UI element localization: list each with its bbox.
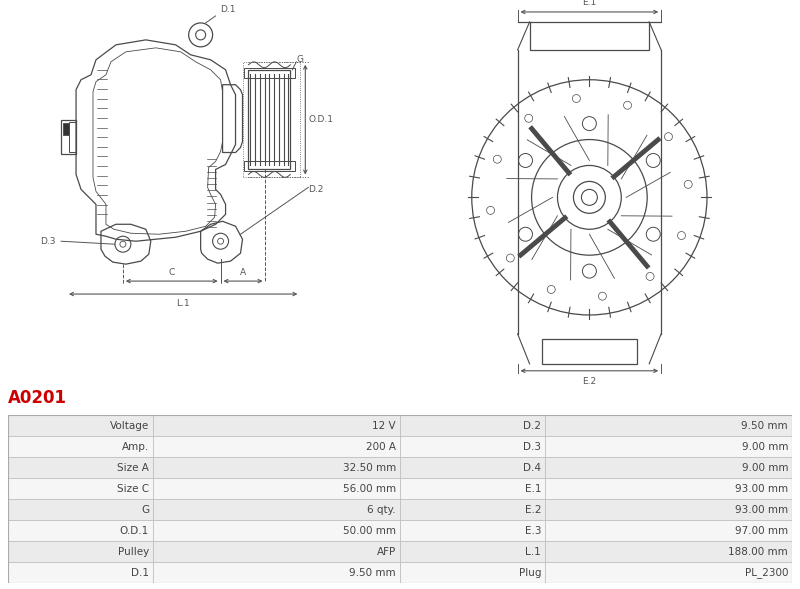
Bar xyxy=(400,478,545,499)
Bar xyxy=(243,68,295,78)
Text: Size A: Size A xyxy=(118,463,149,473)
Text: 93.00 mm: 93.00 mm xyxy=(735,505,788,515)
Text: E.1: E.1 xyxy=(525,484,541,494)
Bar xyxy=(545,436,792,457)
Bar xyxy=(400,541,545,562)
Text: A0201: A0201 xyxy=(8,389,67,406)
Bar xyxy=(249,70,290,170)
Text: D.1: D.1 xyxy=(221,5,236,14)
Bar xyxy=(153,520,400,541)
Text: 9.00 mm: 9.00 mm xyxy=(742,442,788,452)
Text: O.D.1: O.D.1 xyxy=(120,525,149,535)
Bar xyxy=(400,520,545,541)
Text: 9.00 mm: 9.00 mm xyxy=(742,463,788,473)
Text: 9.50 mm: 9.50 mm xyxy=(742,421,788,431)
Bar xyxy=(153,415,400,436)
Text: D.2: D.2 xyxy=(308,185,324,194)
Text: D.3: D.3 xyxy=(523,442,541,452)
Text: A: A xyxy=(240,268,246,277)
Text: Plug: Plug xyxy=(518,568,541,578)
Text: AFP: AFP xyxy=(377,547,396,557)
Bar xyxy=(400,436,545,457)
Bar xyxy=(153,478,400,499)
Text: 12 V: 12 V xyxy=(373,421,396,431)
Bar xyxy=(545,415,792,436)
Bar xyxy=(400,415,545,436)
Bar xyxy=(545,499,792,520)
Text: PL_2300: PL_2300 xyxy=(745,567,788,578)
Bar xyxy=(8,457,153,478)
Text: 188.00 mm: 188.00 mm xyxy=(728,547,788,557)
Text: 200 A: 200 A xyxy=(366,442,396,452)
Bar xyxy=(400,499,545,520)
Bar xyxy=(542,339,638,364)
Bar xyxy=(8,541,153,562)
Text: D.2: D.2 xyxy=(523,421,541,431)
Text: Amp.: Amp. xyxy=(122,442,149,452)
Text: E.1: E.1 xyxy=(582,0,597,7)
Text: O.D.1: O.D.1 xyxy=(308,115,334,124)
Text: Size C: Size C xyxy=(117,484,149,494)
Text: 56.00 mm: 56.00 mm xyxy=(343,484,396,494)
Text: L.1: L.1 xyxy=(526,547,541,557)
Bar xyxy=(545,478,792,499)
Text: 50.00 mm: 50.00 mm xyxy=(343,525,396,535)
Bar xyxy=(8,499,153,520)
Bar xyxy=(153,457,400,478)
Text: G: G xyxy=(141,505,149,515)
Text: L.1: L.1 xyxy=(176,299,190,308)
Bar xyxy=(153,562,400,583)
Bar xyxy=(153,499,400,520)
Bar xyxy=(153,541,400,562)
Bar xyxy=(8,562,153,583)
Text: 32.50 mm: 32.50 mm xyxy=(343,463,396,473)
Text: E.2: E.2 xyxy=(525,505,541,515)
Text: E.3: E.3 xyxy=(525,525,541,535)
Text: D.1: D.1 xyxy=(131,568,149,578)
Bar xyxy=(153,436,400,457)
Text: C: C xyxy=(169,268,175,277)
Bar xyxy=(8,436,153,457)
Text: E.2: E.2 xyxy=(582,377,597,386)
Bar xyxy=(545,457,792,478)
Text: 97.00 mm: 97.00 mm xyxy=(735,525,788,535)
Text: 93.00 mm: 93.00 mm xyxy=(735,484,788,494)
Bar xyxy=(8,415,153,436)
Bar xyxy=(545,562,792,583)
Bar xyxy=(545,541,792,562)
Text: D.4: D.4 xyxy=(523,463,541,473)
Bar xyxy=(243,161,295,171)
Bar xyxy=(242,62,300,177)
Bar xyxy=(8,520,153,541)
Text: Pulley: Pulley xyxy=(118,547,149,557)
Bar xyxy=(400,457,545,478)
Bar xyxy=(8,478,153,499)
Text: 9.50 mm: 9.50 mm xyxy=(350,568,396,578)
Bar xyxy=(63,123,69,134)
Bar xyxy=(530,22,649,50)
Text: 6 qty.: 6 qty. xyxy=(367,505,396,515)
Text: Voltage: Voltage xyxy=(110,421,149,431)
Bar xyxy=(61,120,76,154)
Bar xyxy=(400,562,545,583)
Bar xyxy=(545,520,792,541)
Text: G: G xyxy=(296,55,303,64)
Text: D.3: D.3 xyxy=(41,237,56,246)
Bar xyxy=(69,121,76,151)
